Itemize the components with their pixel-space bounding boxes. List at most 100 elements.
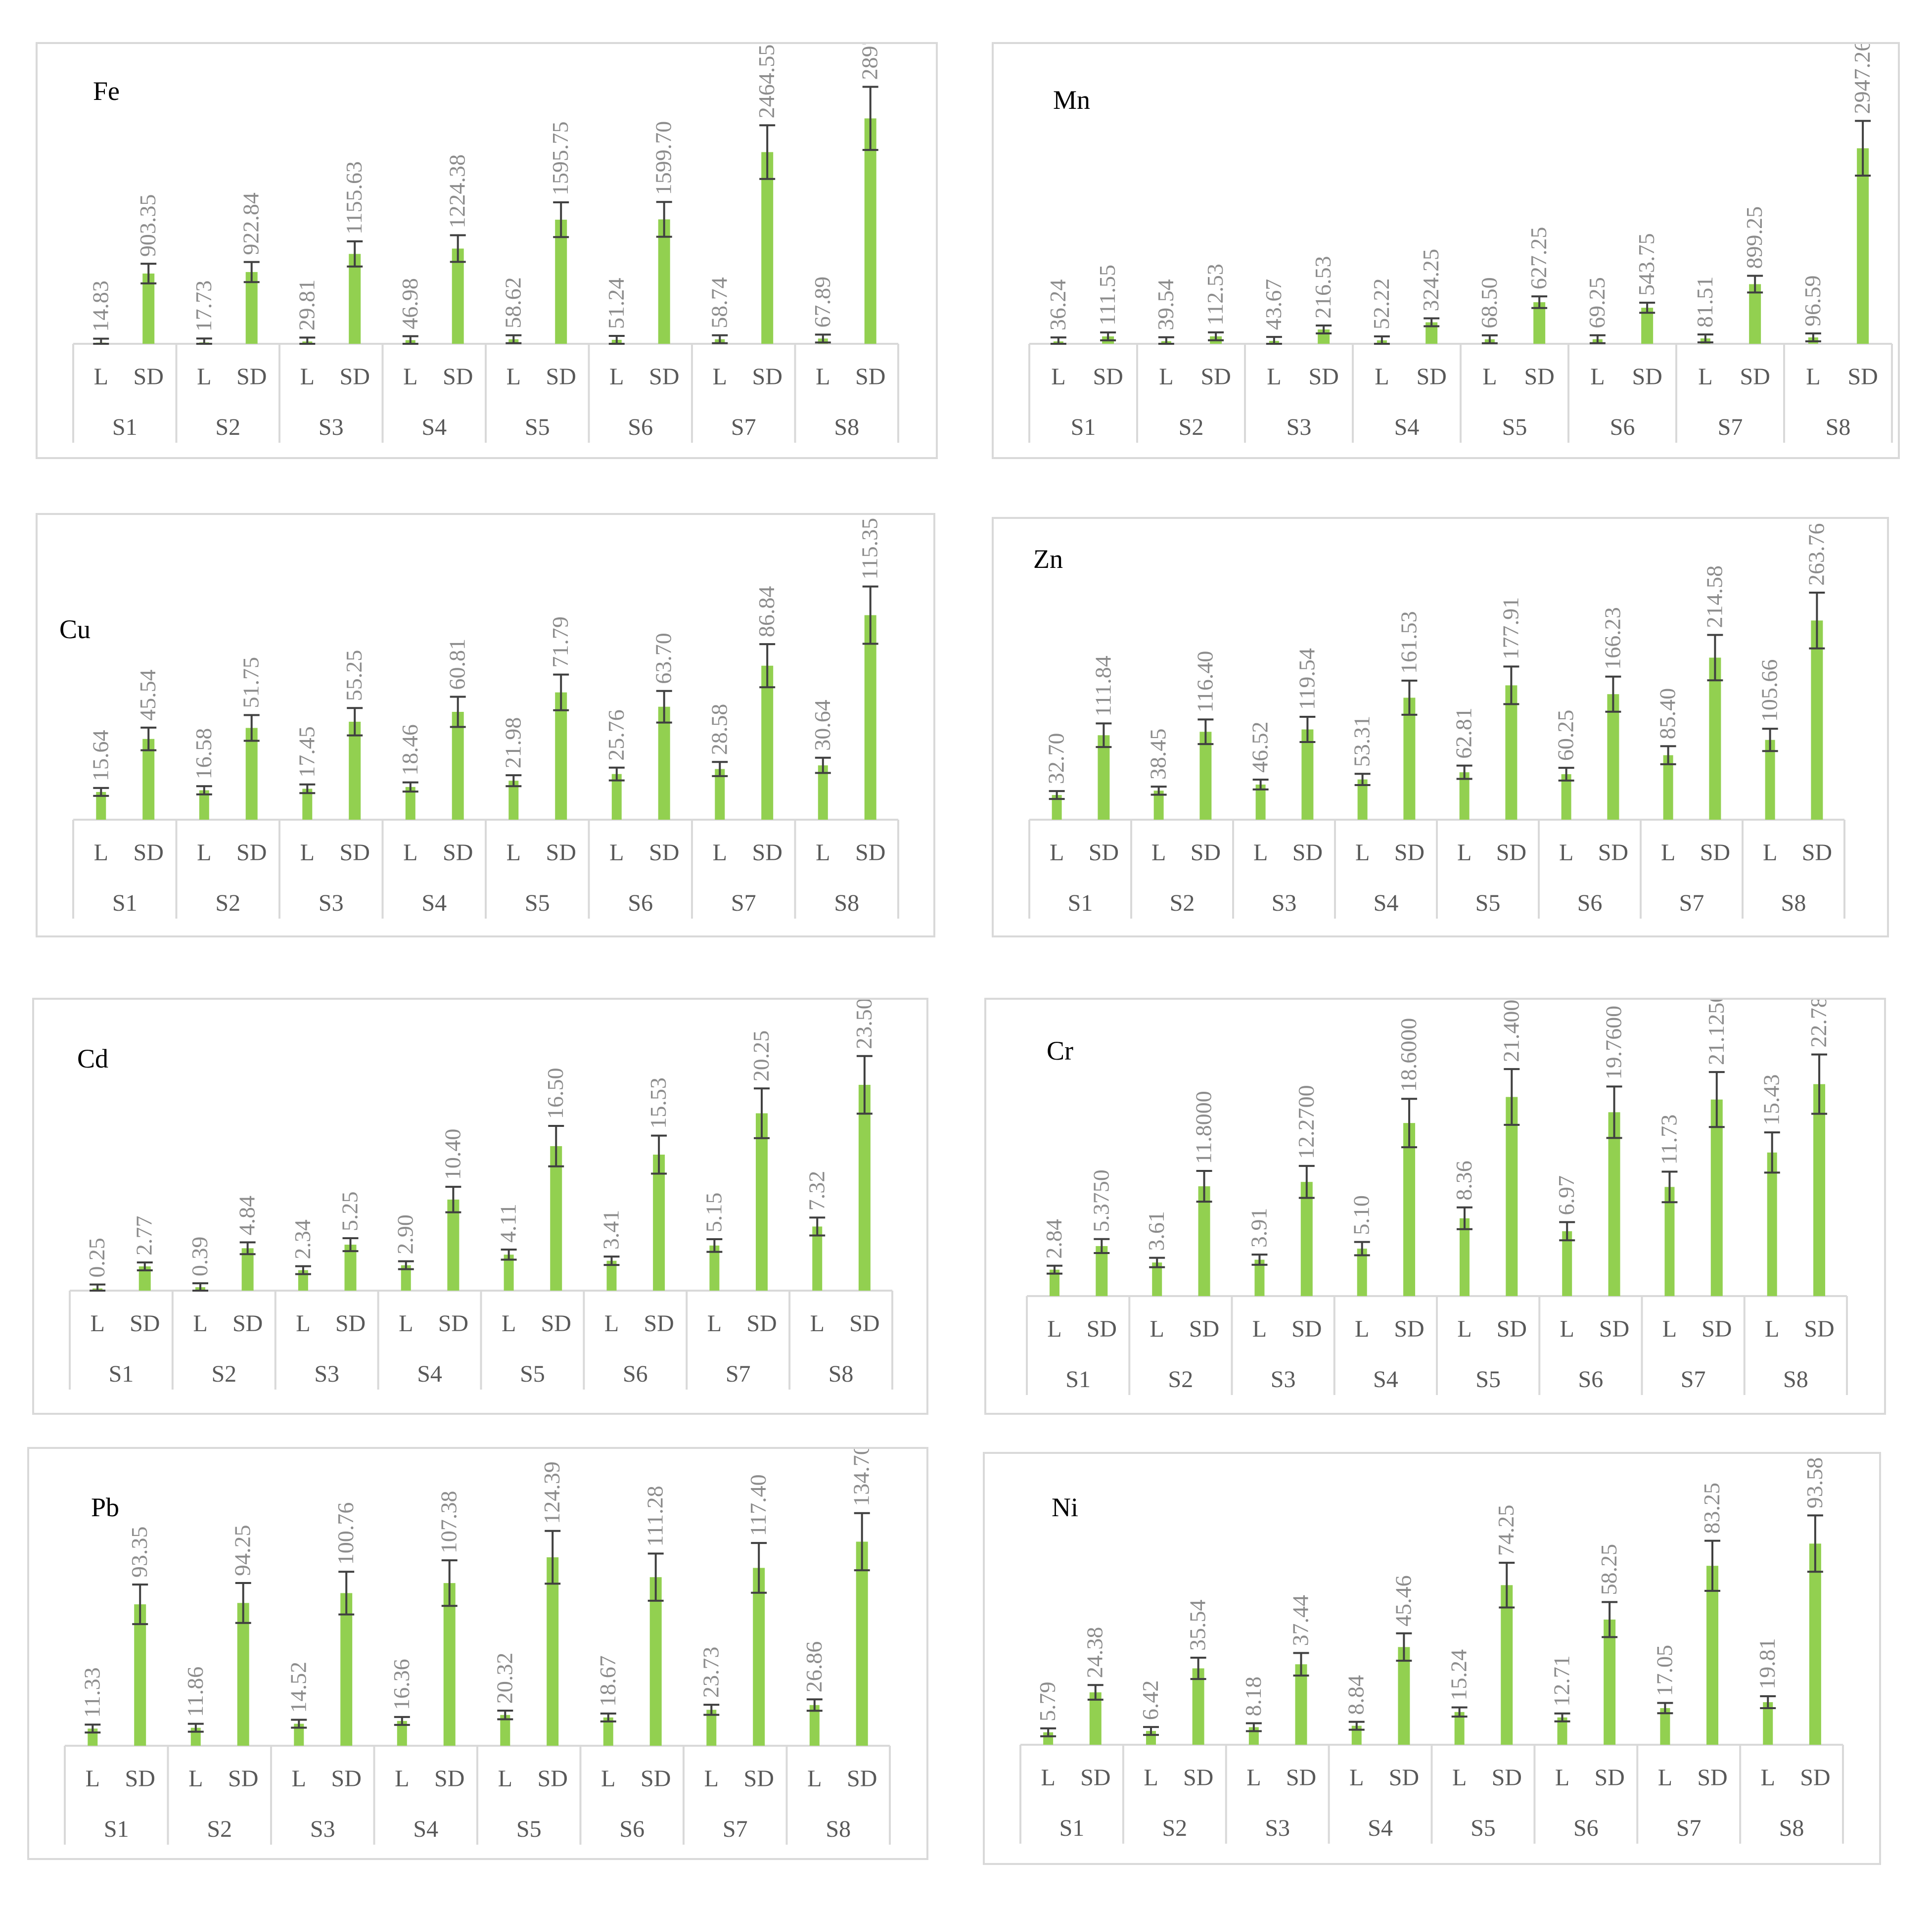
bar [555, 220, 567, 344]
bar [1295, 1664, 1307, 1745]
tick-label: L [1590, 364, 1605, 390]
bar [755, 1113, 768, 1291]
chart-plot: 32.70 L 111.84 SD 38.45 L 116.40 SD 46.52 L 119.54… [1028, 523, 1845, 919]
group-label: S4 [1368, 1815, 1393, 1841]
tick-label: SD [541, 1310, 571, 1337]
chart-title: Zn [1033, 544, 1063, 574]
bar [349, 254, 361, 344]
tick-label: SD [434, 1766, 464, 1792]
data-label: 8.18 [1241, 1676, 1266, 1717]
bar [1301, 729, 1314, 820]
group-label: S2 [1162, 1815, 1187, 1841]
tick-label: L [1457, 839, 1472, 866]
bar [809, 1705, 820, 1746]
tick-label: SD [1292, 839, 1323, 866]
bar [1813, 1084, 1826, 1296]
bar [1763, 1702, 1773, 1745]
data-label: 38.45 [1146, 729, 1171, 780]
data-label: 324.25 [1418, 249, 1443, 312]
tick-label: SD [855, 839, 885, 866]
bar [1357, 1249, 1367, 1296]
group-label: S1 [112, 414, 138, 440]
data-label: 117.40 [745, 1474, 771, 1536]
tick-label: L [403, 364, 417, 390]
data-label: 10.40 [440, 1129, 465, 1180]
bar [142, 739, 155, 820]
bar [1709, 657, 1721, 820]
tick-label: L [816, 839, 830, 866]
tick-label: L [292, 1766, 306, 1792]
bar [1403, 1123, 1416, 1296]
tick-label: SD [335, 1310, 366, 1337]
chart-plot: 36.24 L 111.55 SD 39.54 L 112.53 SD 43.67 L 216.53… [1028, 44, 1893, 443]
tick-label: L [1658, 1765, 1672, 1791]
data-label: 63.70 [651, 633, 676, 684]
data-label: 16.36 [389, 1659, 414, 1710]
tick-label: SD [1080, 1765, 1110, 1791]
bar [1767, 1152, 1777, 1296]
data-label: 6.42 [1138, 1680, 1163, 1721]
tick-label: L [94, 839, 108, 866]
tick-label: SD [641, 1766, 671, 1792]
data-label: 68.50 [1476, 277, 1502, 328]
data-label: 2897.83 [857, 44, 882, 80]
data-label: 112.53 [1202, 264, 1228, 326]
bar [1604, 1619, 1616, 1745]
data-label: 71.79 [548, 616, 573, 668]
bar [1254, 1259, 1265, 1296]
group-label: S8 [834, 890, 859, 916]
group-label: S3 [319, 890, 344, 916]
group-label: S7 [731, 414, 756, 440]
group-label: S6 [628, 890, 653, 916]
data-label: 543.75 [1634, 233, 1659, 296]
bar [1454, 1712, 1465, 1745]
tick-label: SD [752, 364, 782, 390]
tick-label: L [807, 1766, 822, 1792]
group-label: S3 [310, 1816, 335, 1842]
chart-title: Cr [1047, 1036, 1073, 1066]
group-label: S5 [1471, 1815, 1496, 1841]
data-label: 58.25 [1596, 1544, 1621, 1595]
data-label: 5.15 [701, 1193, 726, 1233]
tick-label: SD [1697, 1765, 1727, 1791]
bar [504, 1255, 514, 1291]
tick-label: L [1375, 364, 1389, 390]
tick-label: SD [644, 1310, 674, 1337]
data-label: 922.84 [238, 192, 264, 255]
bar [1049, 1269, 1059, 1296]
data-label: 51.75 [238, 657, 264, 708]
tick-label: L [1482, 364, 1497, 390]
data-label: 67.89 [810, 277, 835, 328]
data-label: 14.52 [285, 1662, 311, 1713]
data-label: 18.6000 [1396, 1018, 1421, 1092]
panel-cd: Cd 0.25 L 2.77 SD 0.39 L 4.84 SD 2.34 L 5.25 SD 2.90… [32, 998, 928, 1415]
data-label: 2947.26 [1849, 44, 1875, 114]
group-label: S4 [1374, 890, 1399, 916]
tick-label: SD [538, 1766, 568, 1792]
data-label: 24.38 [1082, 1627, 1107, 1678]
bar [96, 791, 106, 820]
tick-label: SD [1183, 1765, 1213, 1791]
data-label: 23.50 [851, 1000, 876, 1049]
bar [245, 728, 258, 820]
tick-label: SD [236, 364, 267, 390]
bar [1403, 698, 1416, 820]
bar [452, 248, 464, 344]
data-label: 111.28 [643, 1486, 668, 1546]
tick-label: SD [1496, 839, 1526, 866]
data-label: 21.1250 [1703, 1000, 1729, 1065]
data-label: 19.81 [1754, 1638, 1780, 1689]
data-label: 14.83 [88, 280, 113, 332]
tick-label: L [601, 1766, 615, 1792]
data-label: 903.35 [135, 194, 160, 257]
data-label: 19.7600 [1601, 1006, 1626, 1079]
bar [1198, 1186, 1210, 1296]
tick-label: L [1806, 364, 1820, 390]
bar [340, 1593, 353, 1746]
tick-label: L [300, 839, 315, 866]
group-label: S3 [1287, 414, 1312, 440]
tick-label: L [1047, 1316, 1061, 1342]
data-label: 23.73 [698, 1647, 723, 1698]
tick-label: L [1555, 1765, 1569, 1791]
tick-label: SD [1740, 364, 1770, 390]
